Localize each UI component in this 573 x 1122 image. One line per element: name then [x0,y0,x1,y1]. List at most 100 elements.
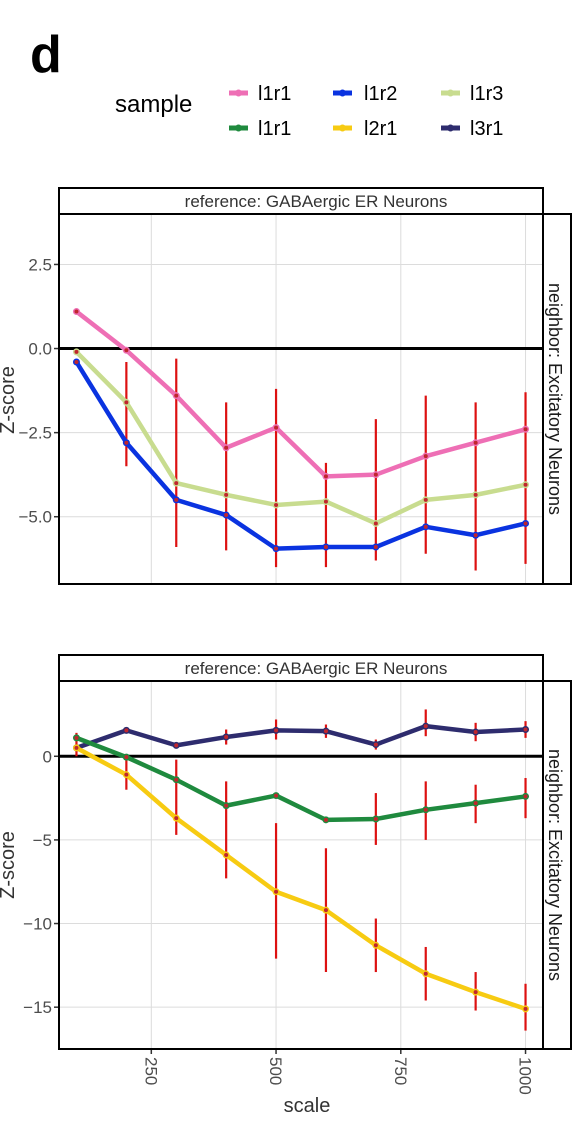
data-point-marker [523,482,528,487]
data-point-marker [323,729,328,734]
data-point-marker [124,348,129,353]
data-point-marker [523,521,528,526]
data-point-marker [423,497,428,502]
series-line-l1r1 [74,735,528,823]
facet-top: reference: GABAergic ER Neurons neighbor… [0,187,572,585]
data-point-marker [74,349,79,354]
y-tick-label: −5 [33,831,52,850]
data-point-marker [174,497,179,502]
strip-right-label: neighbor: Excitatory Neurons [545,283,565,515]
plot-frame [58,680,544,1050]
data-point-marker [174,393,179,398]
facet-bottom: reference: GABAergic ER Neurons neighbor… [0,654,572,1117]
plot-frame [58,213,544,585]
series-line-l2r1 [74,745,528,1012]
grid [59,681,543,1049]
data-point-marker [124,728,129,733]
series-line-l3r1 [74,723,528,751]
data-point-marker [274,728,279,733]
data-point-marker [473,801,478,806]
data-point-marker [323,474,328,479]
data-point-marker [373,472,378,477]
strip-top-label: reference: GABAergic ER Neurons [185,192,448,211]
data-point-marker [423,454,428,459]
data-point-marker [473,533,478,538]
data-point-marker [373,817,378,821]
x-tick-label: 750 [391,1057,410,1085]
data-point-marker [473,440,478,445]
y-tick-label: 2.5 [28,255,52,274]
data-point-marker [124,400,129,405]
data-point-marker [423,524,428,529]
legend-label: l1r3 [470,83,503,105]
data-point-marker [224,852,229,857]
legend-title: sample [115,91,192,118]
data-point-marker [423,724,428,729]
x-tick-label: 1000 [516,1057,535,1095]
data-point-marker [224,803,229,808]
legend-item: l3r1 [441,118,503,140]
legend-swatch-dot [339,89,346,97]
data-point-marker [323,499,328,504]
data-point-marker [174,816,179,821]
data-point-marker [174,777,179,782]
data-point-marker [473,730,478,735]
legend-swatch-dot [339,124,346,132]
data-point-marker [124,755,129,760]
series-line-l1r2 [74,359,528,551]
y-tick-label: −5.0 [18,508,52,527]
data-point-marker [523,727,528,732]
legend-swatch-dot [447,89,454,97]
data-point-marker [74,745,79,750]
legend-label: l1r1 [258,83,291,105]
data-point-marker [523,427,528,432]
legend-item: l1r2 [333,83,397,105]
data-point-marker [74,309,79,314]
strip-right-label: neighbor: Excitatory Neurons [545,749,565,981]
legend-swatch-dot [235,89,242,97]
y-tick-label: −10 [23,915,52,934]
x-tick-label: 500 [266,1057,285,1085]
data-point-marker [74,360,79,364]
legend-item: l1r1 [229,118,291,140]
data-point-marker [174,481,179,486]
data-point-marker [274,425,279,430]
legend-swatch-dot [235,124,242,132]
legend-label: l3r1 [470,118,503,140]
series-lines [74,723,528,1012]
data-point-marker [423,971,428,976]
data-point-marker [274,793,279,798]
y-tick-label: 0 [43,747,52,766]
data-point-marker [473,492,478,497]
legend-label: l1r2 [364,83,397,105]
data-point-marker [224,513,229,518]
y-axis-title: Z-score [0,366,19,434]
legend-item: l1r1 [229,83,291,105]
data-point-marker [523,794,528,799]
legend-item: l1r3 [441,83,503,105]
x-axis-title: scale [284,1095,331,1117]
y-axis-ticks: 2.5 0.0 −2.5 −5.0 [18,255,59,527]
data-point-marker [373,742,378,747]
series-lines [74,309,528,551]
series-points [72,308,530,553]
series-line-l1r3 [74,349,528,526]
y-tick-label: −2.5 [18,424,52,443]
data-point-marker [174,743,179,748]
error-bars [125,358,527,571]
y-axis-title: Z-score [0,831,19,899]
series-line-l1r1 [74,309,528,479]
grid [59,214,543,584]
data-point-marker [124,772,129,777]
x-axis-ticks: 250 500 750 1000 [141,1049,535,1095]
strip-top-label: reference: GABAergic ER Neurons [185,659,448,678]
strip-top-box [58,654,544,682]
data-point-marker [224,735,229,740]
data-point-marker [323,908,328,913]
y-tick-label: −15 [23,998,52,1017]
data-point-marker [274,502,279,507]
data-point-marker [373,521,378,526]
series-points [72,722,530,1013]
legend: sample l1r1 l1r2 l1r3 l1r1 l2r1 [115,83,503,140]
